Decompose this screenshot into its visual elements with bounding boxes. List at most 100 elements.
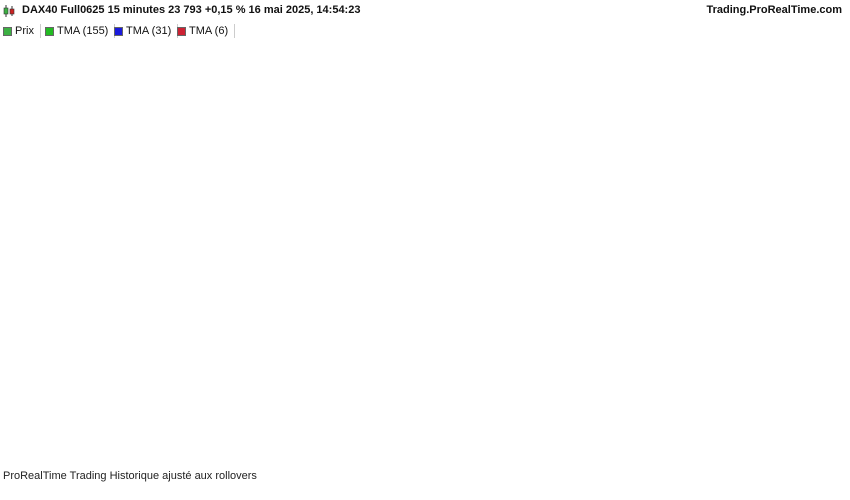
tma6-segment: [125, 366, 133, 373]
close-cash-box: [0, 181, 113, 196]
candlestick-icon: [3, 5, 15, 17]
candle-body: [135, 353, 141, 360]
tma6-segment: [109, 382, 117, 390]
candle-body: [527, 111, 533, 120]
candle-body: [45, 383, 51, 386]
tma6-segment: [187, 316, 195, 323]
candle-body: [113, 374, 118, 381]
candle-body: [17, 363, 23, 371]
tma6-segment: [495, 75, 503, 81]
legend-item-tma31[interactable]: TMA (31): [111, 24, 179, 38]
tma6-segment: [114, 377, 122, 384]
candle-body: [281, 185, 286, 190]
candle-body: [415, 149, 421, 169]
x-tick-label: 12:00: [527, 487, 555, 499]
candle-body: [141, 345, 146, 354]
tma6-segment: [545, 136, 554, 153]
candle-body: [482, 69, 488, 79]
tma6-segment: [142, 349, 150, 357]
x-tick-label: 09:00: [62, 487, 90, 499]
candle-body: [225, 251, 230, 260]
y-tick-label: 23 800: [806, 167, 840, 179]
candle-body: [505, 85, 510, 97]
candle-body: [247, 209, 253, 222]
level-label: 23 729: [3, 214, 37, 226]
candle-body: [163, 315, 169, 324]
tma6-segment: [103, 388, 111, 397]
candle-body: [236, 232, 241, 245]
y-tick-label: 23 450: [806, 432, 840, 444]
tma6-segment: [131, 360, 139, 368]
session-shade: [0, 40, 337, 482]
candle-body: [376, 196, 381, 199]
legend-label: Prix: [15, 25, 34, 37]
last-price-label: 23 793: [804, 173, 838, 185]
candle-body: [253, 202, 258, 211]
chart-title: DAX40 Full0625 15 minutes 23 793 +0,15 %…: [22, 4, 361, 16]
tma6-segment: [75, 406, 83, 416]
tma6-segment: [344, 193, 352, 198]
tma6-segment: [367, 197, 374, 201]
x-tick-label: 16: [333, 487, 345, 499]
candle-body: [202, 285, 208, 294]
tma6-segment: [36, 371, 44, 377]
tma6-segment: [501, 78, 509, 86]
tma6-segment: [361, 197, 368, 201]
tma6-segment: [220, 264, 229, 274]
candle-body: [230, 243, 236, 252]
candle-body: [124, 364, 129, 369]
y-tick-label: 23 950: [806, 54, 840, 66]
tma6-segment: [192, 309, 201, 319]
tma6-segment: [400, 191, 408, 197]
tma6-segment: [58, 387, 66, 394]
tma6-segment: [97, 395, 106, 405]
level-label: 23 593: [762, 317, 796, 329]
candle-body: [510, 96, 516, 105]
candle-body: [365, 198, 370, 203]
candle-body: [57, 389, 62, 394]
candle-body: [34, 374, 40, 377]
site-link[interactable]: Trading.ProRealTime.com: [706, 4, 842, 16]
tma6-segment: [534, 115, 542, 126]
candle-body: [353, 196, 359, 199]
candle-body: [12, 363, 17, 366]
y-tick-label: 23 400: [806, 469, 840, 481]
tma6-segment: [433, 101, 442, 122]
tma6-segment: [517, 97, 525, 106]
candle-body: [129, 359, 135, 366]
candle-body: [73, 404, 79, 430]
y-tick-label: 23 600: [806, 318, 840, 330]
legend-item-tma155[interactable]: TMA (155): [42, 24, 116, 38]
x-tick-label: 19: [736, 487, 748, 499]
time-axis-panel: [0, 482, 850, 500]
tma6-segment: [165, 321, 173, 329]
legend-label: TMA (31): [126, 25, 172, 37]
candle-body: [449, 66, 454, 75]
tma6-segment: [512, 91, 520, 100]
legend-item-prix[interactable]: Prix: [0, 24, 41, 38]
candle-body: [180, 323, 185, 328]
level-label: 23 955: [762, 43, 796, 55]
tma6-segment: [248, 216, 257, 228]
candle-body: [325, 187, 331, 190]
level-label: 23 552: [762, 348, 796, 360]
candle-body: [208, 277, 213, 286]
tma6-segment: [422, 140, 430, 159]
y-tick-label: 23 850: [806, 129, 840, 141]
x-tick-label: 06:00: [393, 487, 421, 499]
tma6-segment: [405, 183, 414, 193]
candle-body: [426, 111, 432, 135]
tma6-segment: [209, 281, 218, 291]
candle-body: [465, 73, 471, 82]
tma6-segment: [176, 319, 183, 323]
candle-body: [174, 319, 180, 324]
tma155-line: [0, 210, 553, 345]
candle-body: [544, 141, 549, 162]
candle-body: [370, 196, 376, 199]
candle-body: [85, 406, 90, 422]
legend-item-tma6[interactable]: TMA (6): [174, 24, 236, 38]
candle-body: [197, 292, 202, 305]
tma6-segment: [333, 188, 340, 194]
tma6-segment: [120, 371, 128, 379]
